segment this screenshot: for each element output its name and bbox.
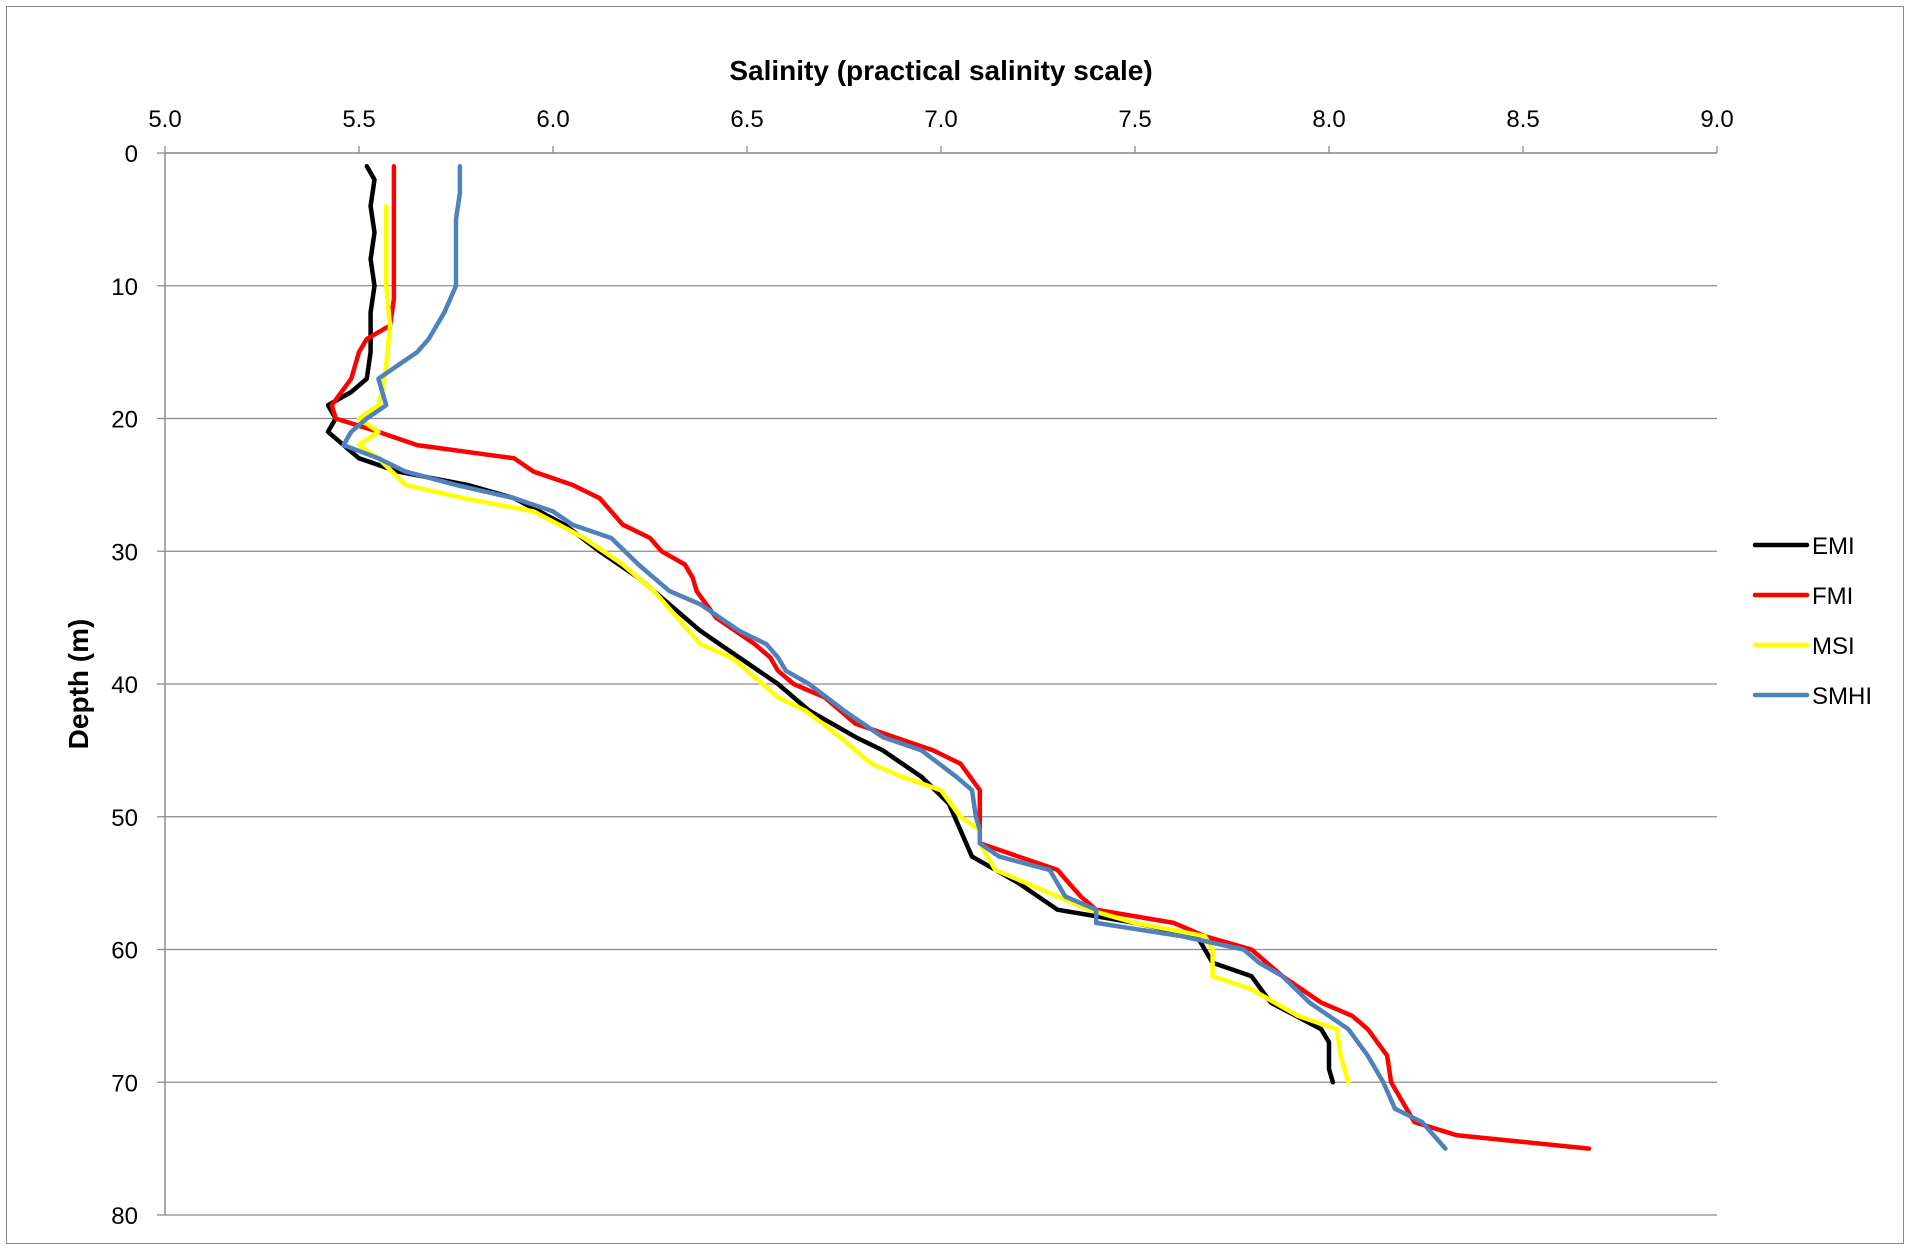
y-tick-label: 0: [125, 141, 138, 168]
legend-label-msi: MSI: [1812, 633, 1855, 660]
series-lines: [325, 164, 1592, 1151]
legend-label-smhi: SMHI: [1812, 683, 1872, 710]
y-tick-label: 60: [111, 938, 138, 965]
legend-label-fmi: FMI: [1812, 583, 1853, 610]
x-tick-label: 7.5: [1118, 106, 1151, 133]
x-tick-label: 8.0: [1312, 106, 1345, 133]
series-line-msi: [356, 203, 1351, 1085]
x-axis-title: Salinity (practical salinity scale): [729, 55, 1152, 86]
axes: 0 10 20 30 40 50 60 70 80 5.0 5.5 6.0 6.5 7.0 7.5 8.0 8.…: [111, 106, 1733, 1230]
y-tick-label: 40: [111, 672, 138, 699]
series-line-emi: [325, 164, 1336, 1085]
y-axis-title: Depth (m): [63, 619, 94, 750]
x-tick-label: 5.5: [342, 106, 375, 133]
series-line-fmi: [329, 164, 1592, 1151]
x-tick-label: 6.0: [536, 106, 569, 133]
y-tick-label: 10: [111, 274, 138, 301]
x-tick-label: 9.0: [1700, 106, 1733, 133]
gridlines: [165, 152, 1717, 1216]
legend: EMI FMI MSI SMHI: [1752, 533, 1872, 710]
y-tick-label: 50: [111, 805, 138, 832]
legend-label-emi: EMI: [1812, 533, 1855, 560]
x-tick-label: 7.0: [924, 106, 957, 133]
x-tick-label: 5.0: [148, 106, 181, 133]
x-tick-label: 8.5: [1506, 106, 1539, 133]
y-tick-label: 70: [111, 1070, 138, 1097]
y-tick-label: 20: [111, 407, 138, 434]
y-tick-label: 80: [111, 1203, 138, 1230]
y-tick-label: 30: [111, 539, 138, 566]
x-tick-label: 6.5: [730, 106, 763, 133]
series-line-smhi: [341, 164, 1448, 1151]
chart-frame: [6, 6, 1904, 1244]
